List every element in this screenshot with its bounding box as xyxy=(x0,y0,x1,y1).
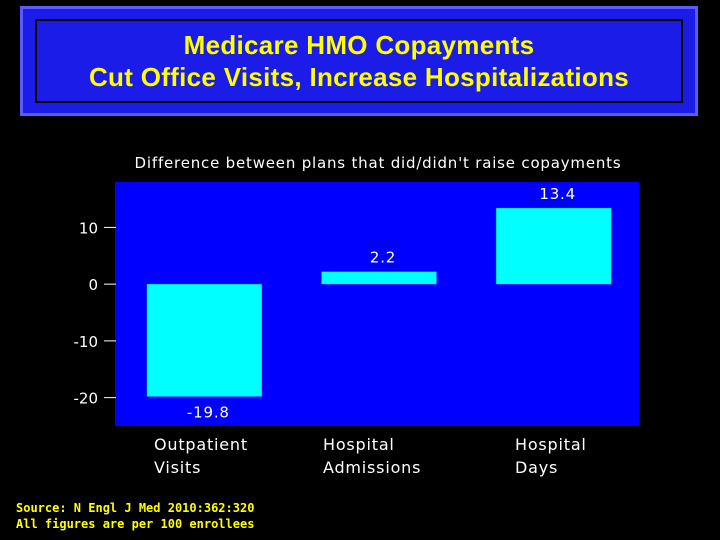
source-citation: Source: N Engl J Med 2010:362:320 xyxy=(16,501,255,515)
value-labels: -19.8 2.2 13.4 xyxy=(187,185,576,421)
x-category-label: Admissions xyxy=(323,458,421,477)
bar xyxy=(321,271,437,285)
data-label: 13.4 xyxy=(539,185,576,203)
bars xyxy=(146,208,612,397)
bar xyxy=(146,284,262,397)
x-category-label: Hospital xyxy=(515,435,587,454)
x-category-label: Outpatient xyxy=(154,435,248,454)
y-axis: 10 0 -10 -20 xyxy=(74,219,116,408)
title-box: Medicare HMO Copayments Cut Office Visit… xyxy=(20,6,698,116)
y-tick-label: 0 xyxy=(88,276,98,294)
enrollee-note: All figures are per 100 enrollees xyxy=(16,517,255,531)
title-frame: Medicare HMO Copayments Cut Office Visit… xyxy=(35,19,683,103)
x-category-label: Days xyxy=(515,458,558,477)
x-category-label: Visits xyxy=(154,458,201,477)
chart-subtitle: Difference between plans that did/didn't… xyxy=(135,154,622,172)
bar-chart: Difference between plans that did/didn't… xyxy=(74,154,639,477)
x-category-label: Hospital xyxy=(323,435,395,454)
y-tick-label: -20 xyxy=(74,390,99,408)
bar xyxy=(496,208,612,285)
data-label: 2.2 xyxy=(370,249,396,267)
source-note: Source: N Engl J Med 2010:362:320 All fi… xyxy=(16,500,254,532)
y-tick-label: 10 xyxy=(79,219,98,237)
title-line-1: Medicare HMO Copayments xyxy=(183,30,535,60)
y-tick-label: -10 xyxy=(74,333,99,351)
title-line-2: Cut Office Visits, Increase Hospitalizat… xyxy=(88,62,630,92)
category-labels: Outpatient Visits Hospital Admissions Hospit… xyxy=(154,435,587,477)
data-label: -19.8 xyxy=(187,403,230,421)
